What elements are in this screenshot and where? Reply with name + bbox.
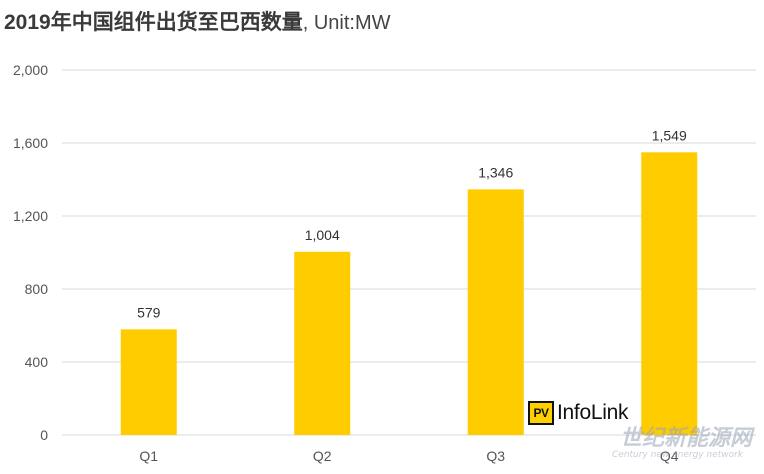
bar-q3 — [467, 189, 524, 435]
data-label: 1,549 — [652, 127, 687, 143]
watermark-en: Century new energy network — [612, 450, 744, 460]
pv-infolink-logo: PV InfoLink — [528, 401, 628, 425]
data-label: 1,346 — [478, 164, 513, 180]
watermark: 世纪新能源网 Century new energy network — [610, 418, 760, 474]
logo-text: InfoLink — [557, 401, 629, 424]
x-tick-label: Q4 — [660, 448, 679, 464]
gridlines — [62, 69, 756, 436]
x-tick-label: Q2 — [313, 448, 332, 464]
y-tick-label: 0 — [40, 427, 48, 443]
chart-title-main: 2019年中国组件出货至巴西数量 — [4, 11, 303, 34]
chart-title-unit: , Unit:MW — [302, 12, 391, 34]
y-tick-label: 400 — [25, 354, 49, 370]
bar-q4 — [641, 152, 698, 435]
x-tick-label: Q3 — [486, 448, 505, 464]
watermark-cn: 世纪新能源网 — [620, 426, 753, 451]
logo-badge: PV — [528, 401, 554, 425]
y-tick-label: 1,600 — [13, 135, 48, 151]
bar-q1 — [120, 329, 177, 435]
bars — [120, 152, 698, 435]
y-tick-label: 2,000 — [13, 62, 48, 78]
data-label: 579 — [137, 304, 161, 320]
labels: 0 400 800 1,200 1,600 2,000 579 Q1 1,004 Q2 1,346 Q… — [13, 62, 687, 464]
x-tick-label: Q1 — [139, 448, 158, 464]
bar-q2 — [294, 251, 351, 435]
y-tick-label: 800 — [25, 281, 49, 297]
y-tick-label: 1,200 — [13, 208, 48, 224]
data-label: 1,004 — [305, 227, 340, 243]
chart-title: 2019年中国组件出货至巴西数量, Unit:MW — [4, 6, 391, 36]
